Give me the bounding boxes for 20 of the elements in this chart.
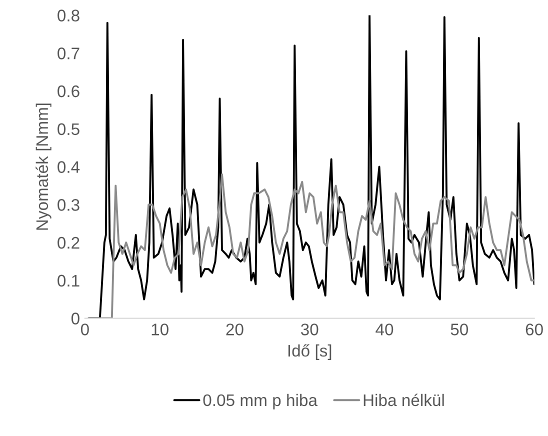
y-tick-label: 0.1: [58, 274, 80, 287]
x-tick-label: 40: [376, 324, 394, 336]
legend-label: 0.05 mm p hiba: [203, 394, 318, 410]
x-tick-label: 30: [300, 324, 318, 336]
y-tick-label: 0.5: [58, 123, 80, 136]
x-tick-label: 50: [450, 324, 468, 336]
y-tick-label: 0.3: [58, 199, 80, 211]
y-axis-title: Nyomaték [Nmm]: [36, 104, 52, 230]
y-tick-label: 0.2: [58, 236, 80, 249]
y-tick-label: 0.6: [58, 85, 80, 98]
y-tick-label: 0.4: [58, 161, 80, 173]
x-tick-label: 10: [152, 324, 168, 336]
y-tick-label: 0.7: [58, 48, 80, 60]
y-tick-label: 0: [71, 312, 80, 324]
x-tick-label: 20: [226, 324, 244, 336]
x-tick-label: 60: [526, 324, 543, 336]
y-tick-label: 0.8: [58, 10, 80, 22]
legend-label: Hiba nélkül: [364, 394, 444, 406]
x-axis-title: Idő [s]: [288, 344, 332, 360]
x-tick-label: 0: [80, 324, 89, 336]
